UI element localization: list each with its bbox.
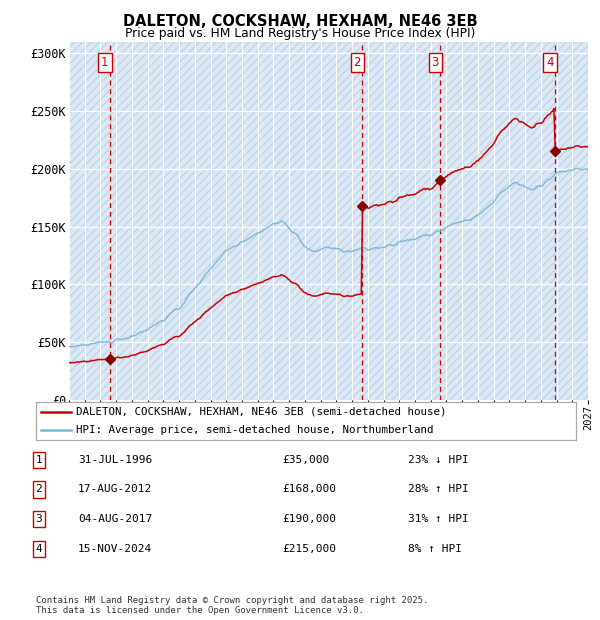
- Text: 31-JUL-1996: 31-JUL-1996: [78, 454, 152, 464]
- Text: 04-AUG-2017: 04-AUG-2017: [78, 514, 152, 524]
- Text: 1: 1: [101, 56, 109, 69]
- Text: DALETON, COCKSHAW, HEXHAM, NE46 3EB (semi-detached house): DALETON, COCKSHAW, HEXHAM, NE46 3EB (sem…: [77, 407, 447, 417]
- Text: 17-AUG-2012: 17-AUG-2012: [78, 484, 152, 494]
- Text: HPI: Average price, semi-detached house, Northumberland: HPI: Average price, semi-detached house,…: [77, 425, 434, 435]
- Text: £190,000: £190,000: [282, 514, 336, 524]
- Text: £215,000: £215,000: [282, 544, 336, 554]
- Text: 2: 2: [353, 56, 361, 69]
- Text: Contains HM Land Registry data © Crown copyright and database right 2025.
This d: Contains HM Land Registry data © Crown c…: [36, 596, 428, 615]
- Text: 3: 3: [35, 514, 43, 524]
- Text: 15-NOV-2024: 15-NOV-2024: [78, 544, 152, 554]
- Text: 1: 1: [35, 454, 43, 464]
- Text: 4: 4: [546, 56, 554, 69]
- Text: 23% ↓ HPI: 23% ↓ HPI: [408, 454, 469, 464]
- Text: 2: 2: [35, 484, 43, 494]
- Text: 4: 4: [35, 544, 43, 554]
- Text: £35,000: £35,000: [282, 454, 329, 464]
- Text: Price paid vs. HM Land Registry's House Price Index (HPI): Price paid vs. HM Land Registry's House …: [125, 27, 475, 40]
- Text: £168,000: £168,000: [282, 484, 336, 494]
- Text: 3: 3: [431, 56, 439, 69]
- Text: DALETON, COCKSHAW, HEXHAM, NE46 3EB: DALETON, COCKSHAW, HEXHAM, NE46 3EB: [122, 14, 478, 29]
- Text: 28% ↑ HPI: 28% ↑ HPI: [408, 484, 469, 494]
- Text: 8% ↑ HPI: 8% ↑ HPI: [408, 544, 462, 554]
- Text: 31% ↑ HPI: 31% ↑ HPI: [408, 514, 469, 524]
